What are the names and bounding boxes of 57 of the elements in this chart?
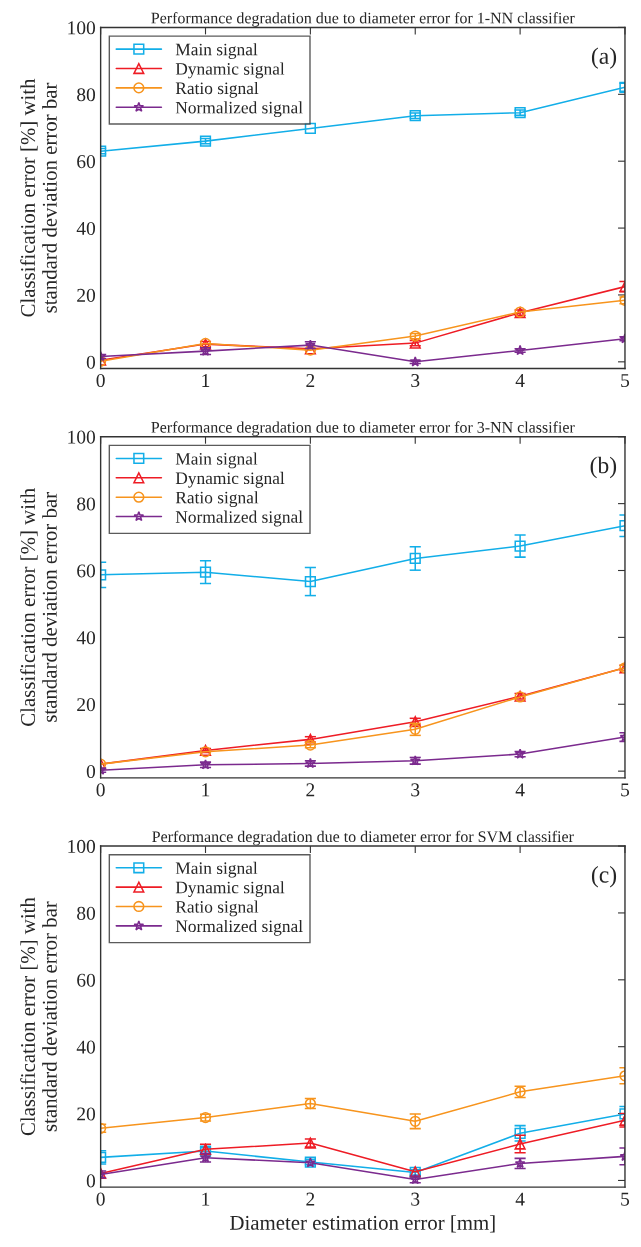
- y-tick-label: 80: [77, 88, 96, 102]
- legend-label: Normalized signal: [175, 101, 303, 118]
- legend-label: Normalized signal: [175, 510, 303, 527]
- legend-label: Main signal: [175, 43, 258, 59]
- y-tick-label: 0: [86, 355, 96, 369]
- legend-label: Dynamic signal: [175, 62, 285, 79]
- x-tick-label: 0: [96, 1192, 105, 1206]
- x-tick-label: 3: [411, 783, 420, 797]
- y-tick-label: 60: [77, 155, 96, 169]
- x-tick-label: 1: [202, 1192, 210, 1206]
- y-tick-label: 100: [68, 21, 96, 35]
- y-tick-label: 100: [68, 430, 96, 444]
- annotation: (a): [591, 47, 617, 69]
- x-tick-label: 1: [202, 783, 210, 797]
- legend-label: Dynamic signal: [175, 881, 285, 897]
- y-tick-label: 60: [77, 973, 96, 987]
- chart-title: Performance degradation due to diameter error for 1-NN classifier: [151, 12, 575, 27]
- y-tick-label: 40: [76, 1040, 96, 1054]
- annotation: (b): [590, 456, 617, 479]
- x-tick-label: 3: [411, 374, 420, 388]
- y-tick-label: 40: [76, 631, 96, 645]
- legend-label: Normalized signal: [175, 919, 303, 936]
- y-tick-label: 40: [76, 221, 96, 236]
- x-tick-label: 3: [411, 1192, 420, 1206]
- x-tick-label: 5: [621, 783, 630, 797]
- y-axis-title: Classification error [%] with standard deviation error bar: [20, 488, 57, 726]
- y-tick-label: 20: [77, 698, 96, 712]
- y-tick-label: 80: [77, 906, 96, 920]
- y-tick-label: 20: [77, 288, 96, 302]
- legend-label: Ratio signal: [175, 81, 259, 98]
- y-tick-label: 20: [77, 1107, 96, 1121]
- y-axis-title: Classification error [%] with standard deviation error bar: [20, 897, 57, 1136]
- x-tick-label: 4: [515, 783, 525, 797]
- x-tick-label: 5: [621, 374, 630, 388]
- x-axis-title: Diameter estimation error [mm]: [230, 1215, 495, 1233]
- legend-label: Dynamic signal: [175, 471, 285, 488]
- chart-title: Performance degradation due to diameter error for 3-NN classifier: [151, 421, 575, 437]
- x-tick-label: 2: [306, 783, 315, 797]
- y-axis-title: Classification error [%] with standard deviation error bar: [20, 78, 57, 317]
- legend-label: Main signal: [175, 861, 258, 878]
- x-tick-label: 0: [96, 783, 105, 797]
- y-tick-label: 0: [86, 764, 96, 779]
- legend-label: Main signal: [175, 452, 258, 469]
- x-tick-label: 1: [202, 374, 210, 387]
- x-tick-label: 4: [515, 374, 525, 387]
- y-tick-label: 60: [77, 564, 96, 578]
- legend-label: Ratio signal: [175, 900, 259, 917]
- x-tick-label: 4: [515, 1192, 525, 1206]
- x-tick-label: 5: [621, 1192, 630, 1206]
- chart-title: Performance degradation due to diameter error for SVM classifier: [152, 830, 574, 846]
- x-tick-label: 2: [306, 374, 315, 387]
- y-tick-label: 80: [77, 497, 96, 511]
- x-tick-label: 2: [306, 1192, 315, 1206]
- annotation: (c): [591, 866, 617, 888]
- legend-label: Ratio signal: [175, 491, 259, 508]
- y-tick-label: 100: [68, 839, 96, 853]
- y-tick-label: 0: [86, 1174, 96, 1188]
